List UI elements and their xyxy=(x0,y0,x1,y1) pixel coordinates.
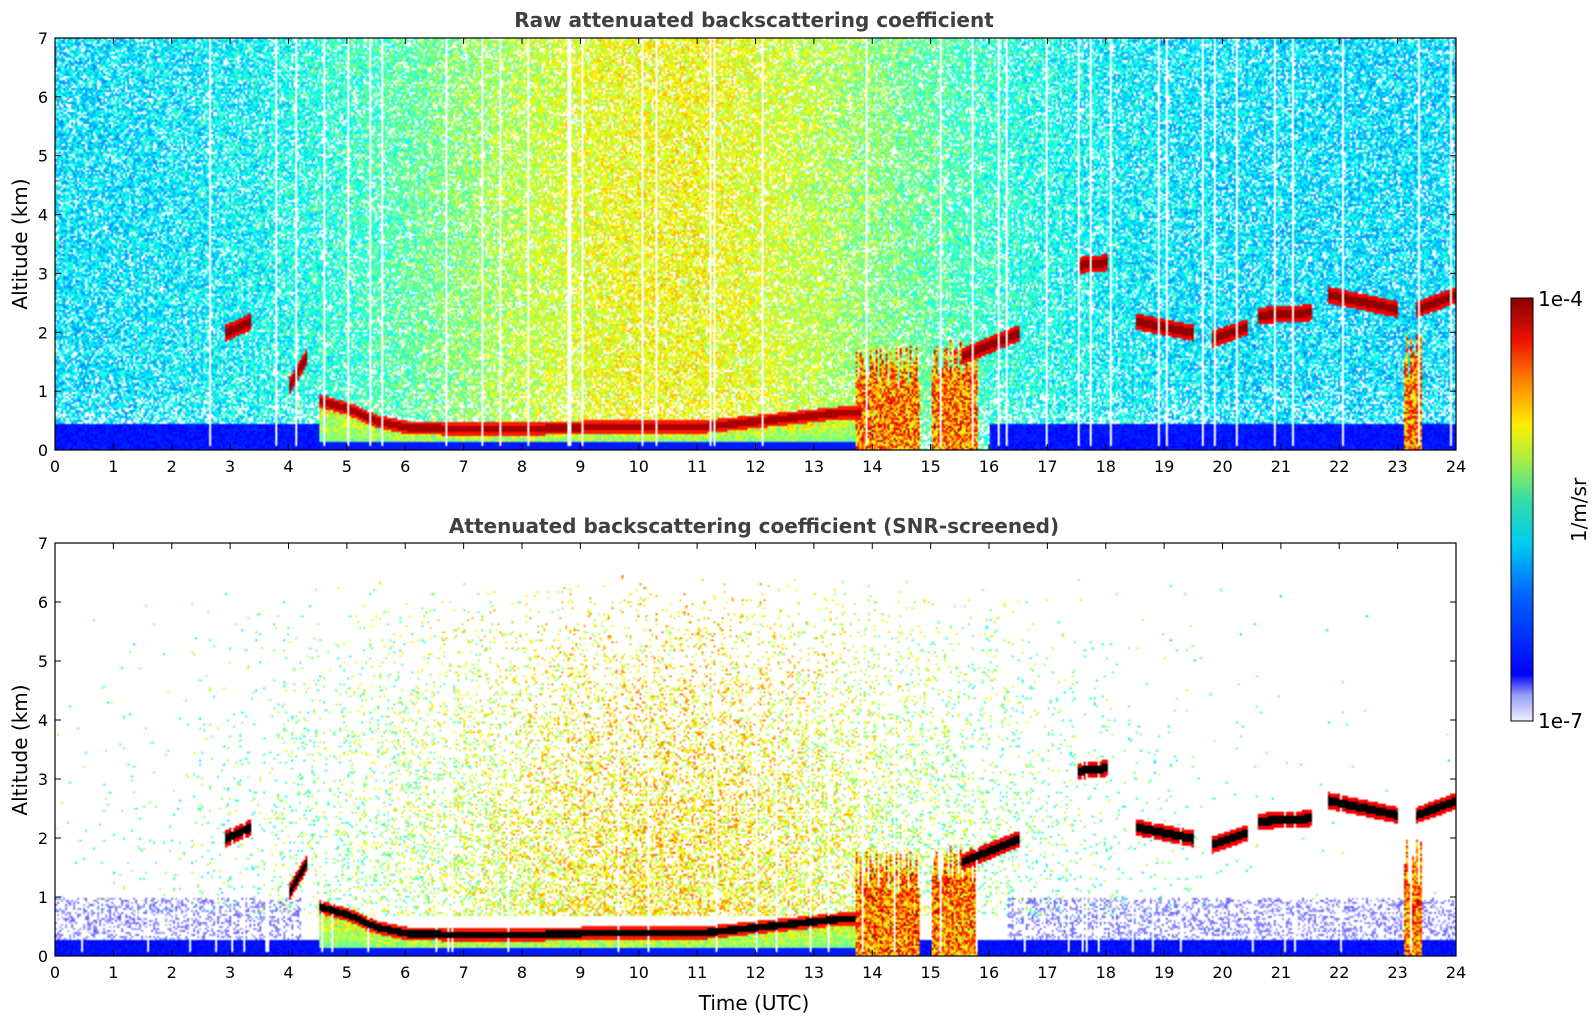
x-tick-label: 0 xyxy=(50,457,60,476)
y-tick-label: 1 xyxy=(38,888,48,907)
y-tick-label: 0 xyxy=(38,441,48,460)
x-tick-label: 8 xyxy=(517,963,527,982)
y-tick-label: 0 xyxy=(38,947,48,966)
x-tick-label: 23 xyxy=(1387,457,1407,476)
x-tick-label: 4 xyxy=(283,457,293,476)
x-tick-label: 1 xyxy=(108,963,118,982)
x-tick-label: 1 xyxy=(108,457,118,476)
y-tick-label: 6 xyxy=(38,88,48,107)
bottom-panel-title: Attenuated backscattering coefficient (S… xyxy=(449,514,1059,538)
x-tick-label: 13 xyxy=(804,457,824,476)
y-tick-label: 4 xyxy=(38,206,48,225)
top-panel-title: Raw attenuated backscattering coefficien… xyxy=(514,8,994,32)
x-tick-label: 17 xyxy=(1037,963,1057,982)
x-tick-label: 13 xyxy=(804,963,824,982)
x-tick-label: 2 xyxy=(167,457,177,476)
x-tick-label: 9 xyxy=(575,963,585,982)
x-tick-label: 7 xyxy=(459,457,469,476)
y-tick-label: 2 xyxy=(38,323,48,342)
bottom-x-axis-label: Time (UTC) xyxy=(698,991,810,1015)
x-tick-label: 11 xyxy=(687,457,707,476)
x-tick-label: 18 xyxy=(1096,457,1116,476)
colorbar-unit-label: 1/m/sr xyxy=(1567,477,1591,542)
x-tick-label: 19 xyxy=(1154,457,1174,476)
x-tick-label: 15 xyxy=(920,457,940,476)
x-tick-label: 4 xyxy=(283,963,293,982)
x-tick-label: 6 xyxy=(400,963,410,982)
x-tick-label: 24 xyxy=(1446,457,1466,476)
x-tick-label: 15 xyxy=(920,963,940,982)
top-heatmap xyxy=(55,38,1456,450)
x-tick-label: 3 xyxy=(225,457,235,476)
x-tick-label: 14 xyxy=(862,963,882,982)
x-tick-label: 5 xyxy=(342,457,352,476)
x-tick-label: 16 xyxy=(979,963,999,982)
x-tick-label: 18 xyxy=(1096,963,1116,982)
x-tick-label: 2 xyxy=(167,963,177,982)
y-tick-label: 3 xyxy=(38,770,48,789)
bottom-y-axis-label: Altitude (km) xyxy=(8,684,32,815)
x-tick-label: 21 xyxy=(1271,963,1291,982)
top-y-axis-label: Altitude (km) xyxy=(8,178,32,309)
x-tick-label: 10 xyxy=(629,457,649,476)
x-tick-label: 7 xyxy=(459,963,469,982)
y-tick-label: 7 xyxy=(38,29,48,48)
x-tick-label: 9 xyxy=(575,457,585,476)
x-tick-label: 21 xyxy=(1271,457,1291,476)
colorbar-max-label: 1e-4 xyxy=(1538,287,1583,311)
x-tick-label: 10 xyxy=(629,963,649,982)
x-tick-label: 11 xyxy=(687,963,707,982)
bottom-panel: Attenuated backscattering coefficient (S… xyxy=(8,514,1466,1015)
y-tick-label: 6 xyxy=(38,593,48,612)
y-tick-label: 3 xyxy=(38,264,48,283)
x-tick-label: 6 xyxy=(400,457,410,476)
x-tick-label: 5 xyxy=(342,963,352,982)
x-tick-label: 12 xyxy=(745,963,765,982)
colorbar-gradient xyxy=(1510,297,1534,722)
top-y-axis-ticks: 0 1 2 3 4 5 6 7 xyxy=(38,29,1456,460)
x-tick-label: 22 xyxy=(1329,963,1349,982)
x-tick-label: 23 xyxy=(1387,963,1407,982)
x-tick-label: 20 xyxy=(1212,457,1232,476)
x-tick-label: 3 xyxy=(225,963,235,982)
x-tick-label: 24 xyxy=(1446,963,1466,982)
top-panel: Raw attenuated backscattering coefficien… xyxy=(8,8,1466,476)
bottom-y-axis-ticks: 0 1 2 3 4 5 6 7 xyxy=(38,534,1456,966)
colorbar: 1e-4 1e-7 1/m/sr xyxy=(1510,287,1591,733)
x-tick-label: 17 xyxy=(1037,457,1057,476)
y-tick-label: 2 xyxy=(38,829,48,848)
y-tick-label: 5 xyxy=(38,652,48,671)
bottom-heatmap xyxy=(55,543,1456,956)
x-tick-label: 22 xyxy=(1329,457,1349,476)
x-tick-label: 8 xyxy=(517,457,527,476)
x-tick-label: 14 xyxy=(862,457,882,476)
x-tick-label: 19 xyxy=(1154,963,1174,982)
top-x-axis-ticks: 0 1 2 3 4 5 6 7 8 9 10 11 12 13 14 15 16 17 18 19 20 21 22 23 24 xyxy=(50,38,1466,476)
bottom-x-axis-ticks: 0 1 2 3 4 5 6 7 8 9 10 11 12 13 14 15 16 17 18 19 20 21 22 23 24 xyxy=(50,543,1466,982)
y-tick-label: 4 xyxy=(38,711,48,730)
y-tick-label: 7 xyxy=(38,534,48,553)
y-tick-label: 5 xyxy=(38,147,48,166)
x-tick-label: 16 xyxy=(979,457,999,476)
x-tick-label: 0 xyxy=(50,963,60,982)
y-tick-label: 1 xyxy=(38,382,48,401)
colorbar-min-label: 1e-7 xyxy=(1538,709,1583,733)
x-tick-label: 20 xyxy=(1212,963,1232,982)
x-tick-label: 12 xyxy=(745,457,765,476)
